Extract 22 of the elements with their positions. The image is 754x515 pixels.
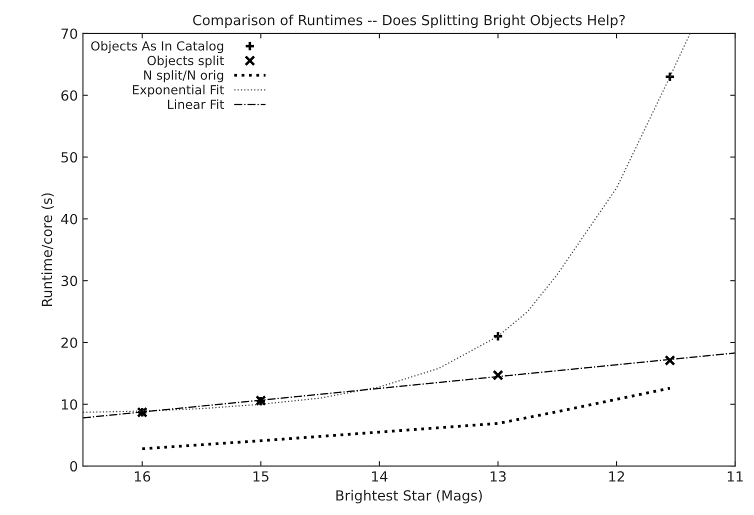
y-tick-label: 30 <box>61 276 78 286</box>
y-tick-label: 60 <box>61 90 78 101</box>
legend-label: Objects split <box>147 56 224 68</box>
x-tick-label: 15 <box>254 471 268 482</box>
legend-label: Linear Fit <box>168 99 224 110</box>
x-axis-title: Brightest Star (Mags) <box>336 490 482 504</box>
legend-label: Objects As In Catalog <box>91 40 224 54</box>
chart-title: Comparison of Runtimes -- Does Splitting Bright Objects Help? <box>193 14 625 28</box>
x-tick-label: 13 <box>490 471 506 482</box>
y-axis-title: Runtime/core (s) <box>41 193 54 306</box>
x-tick-label: 16 <box>134 471 150 482</box>
y-tick-label: 40 <box>61 214 78 224</box>
legend-label: Exponential Fit <box>132 84 224 97</box>
y-tick-label: 70 <box>62 28 78 39</box>
x-tick-label: 11 <box>728 471 743 482</box>
y-tick-label: 50 <box>61 152 78 163</box>
y-tick-label: 10 <box>62 399 78 410</box>
x-tick-label: 14 <box>372 471 388 482</box>
legend-label: N split/N orig <box>144 70 224 82</box>
x-tick-label: 12 <box>609 471 624 482</box>
y-tick-label: 0 <box>70 461 78 472</box>
y-tick-label: 20 <box>61 337 78 348</box>
